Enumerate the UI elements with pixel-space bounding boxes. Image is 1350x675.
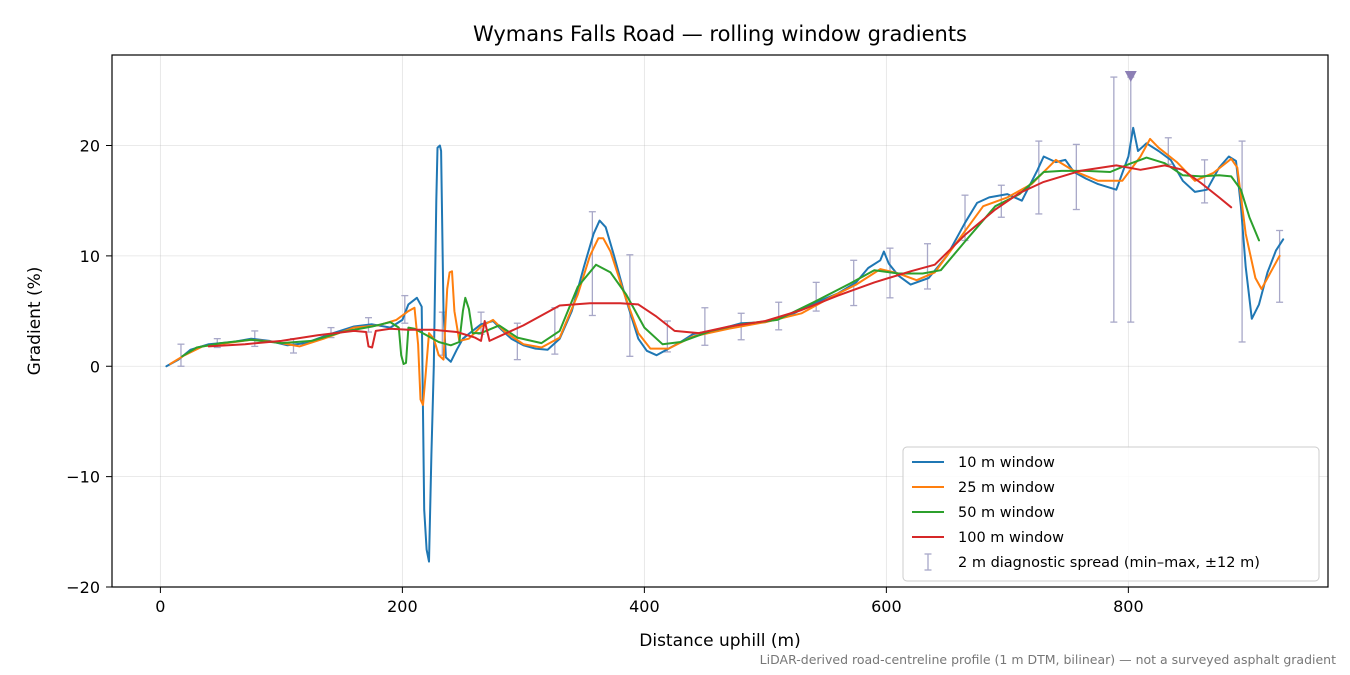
series-line-100m	[207, 164, 1233, 349]
legend-label: 10 m window	[958, 455, 1055, 471]
error-bar	[626, 254, 634, 357]
y-axis-label: Gradient (%)	[25, 267, 45, 376]
axis-ticks: 0 200 400 600 800 −20 −10 0 10 20	[66, 137, 1143, 616]
error-bar	[1110, 76, 1118, 323]
chart-title: Wymans Falls Road — rolling window gradi…	[473, 22, 967, 46]
error-bar	[701, 307, 709, 346]
y-tick-label: −10	[66, 468, 100, 487]
error-bar	[1276, 229, 1284, 303]
x-tick-label: 400	[629, 597, 660, 616]
peak-marker	[1124, 70, 1137, 82]
legend-item: 100 m window	[912, 530, 1064, 546]
error-bar	[477, 311, 485, 335]
error-bar	[1238, 140, 1246, 343]
error-bar	[997, 184, 1005, 218]
legend-item: 25 m window	[912, 480, 1055, 496]
legend-label: 25 m window	[958, 480, 1055, 496]
series-line-25m	[169, 137, 1281, 406]
plot-area	[165, 70, 1285, 563]
legend-item: 50 m window	[912, 505, 1055, 521]
plot-frame	[111, 54, 1329, 588]
legend-item: 2 m diagnostic spread (min–max, ±12 m)	[924, 553, 1260, 571]
x-tick-label: 0	[155, 597, 165, 616]
x-tick-label: 800	[1113, 597, 1144, 616]
series-group	[165, 76, 1285, 563]
legend: 10 m window 25 m window 50 m window 100 m w…	[902, 446, 1320, 582]
x-tick-label: 600	[871, 597, 902, 616]
x-axis-label: Distance uphill (m)	[639, 631, 800, 651]
legend-box	[902, 446, 1320, 582]
y-tick-label: 10	[80, 247, 100, 266]
error-bar	[588, 211, 596, 317]
error-bar-series	[177, 76, 1284, 367]
error-bar	[401, 294, 409, 324]
y-tick-label: −20	[66, 578, 100, 597]
legend-label: 2 m diagnostic spread (min–max, ±12 m)	[958, 555, 1260, 571]
legend-item: 10 m window	[912, 455, 1055, 471]
legend-label: 100 m window	[958, 530, 1064, 546]
series-line-50m	[181, 156, 1260, 365]
error-bar	[1201, 159, 1209, 204]
x-tick-label: 200	[387, 597, 418, 616]
y-tick-label: 20	[80, 137, 100, 156]
footnote: LiDAR-derived road-centreline profile (1…	[760, 652, 1336, 667]
legend-label: 50 m window	[958, 505, 1055, 521]
error-bar	[1072, 143, 1080, 211]
y-tick-label: 0	[90, 357, 100, 376]
error-bar	[177, 343, 185, 367]
